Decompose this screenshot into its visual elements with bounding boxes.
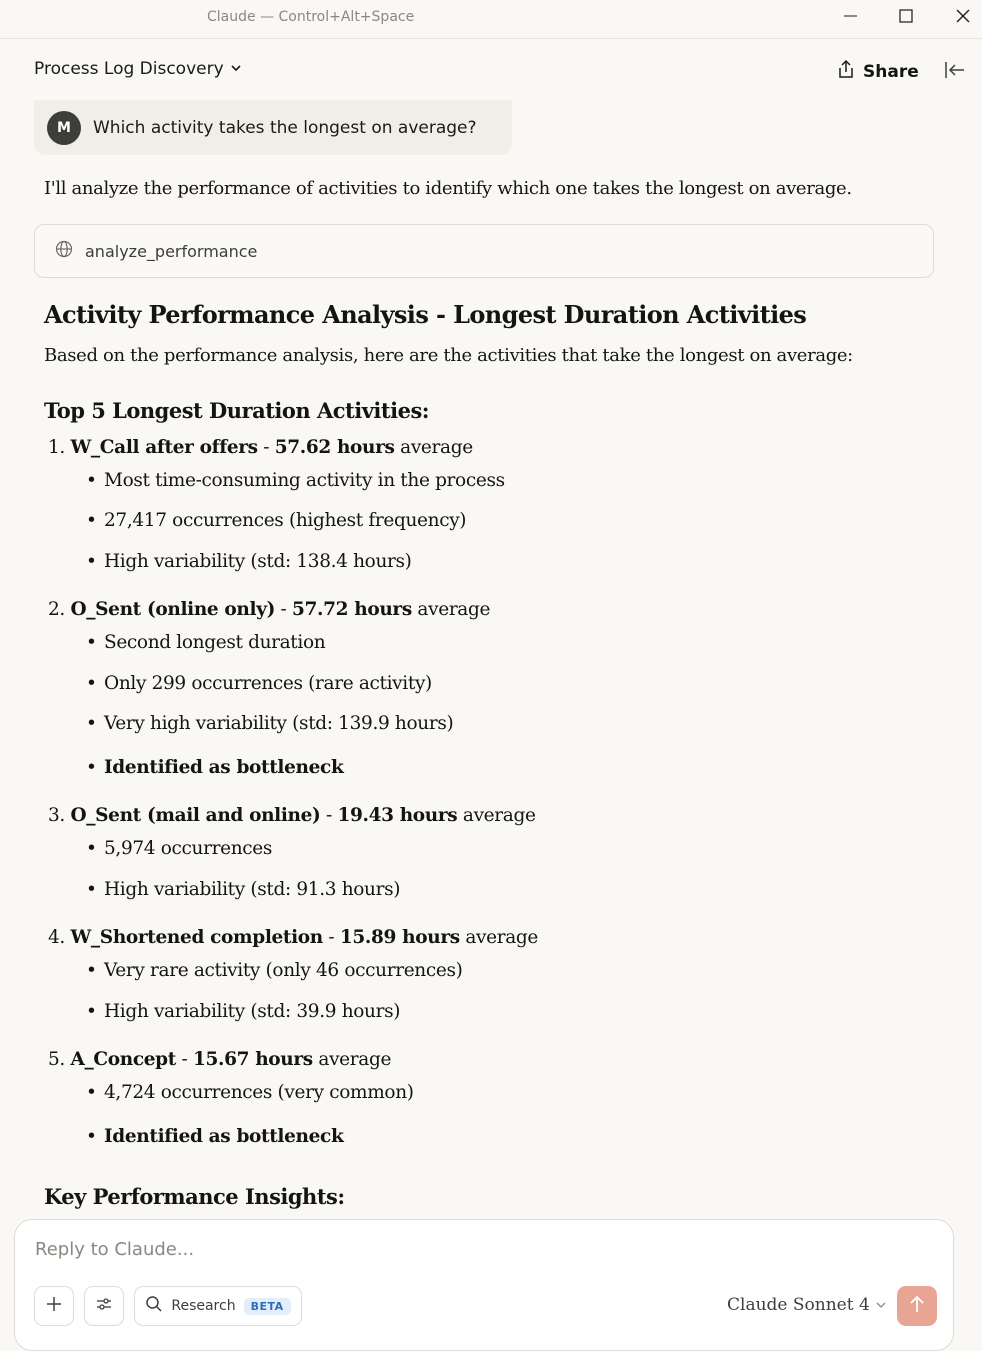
next-heading: Key Performance Insights: <box>44 1184 345 1209</box>
separator: - <box>175 1049 193 1070</box>
duration-suffix: average <box>394 437 473 458</box>
share-label: Share <box>863 61 919 82</box>
add-attachment-button[interactable] <box>34 1286 74 1326</box>
chevron-down-icon <box>876 1295 886 1315</box>
tools-settings-button[interactable] <box>84 1286 124 1326</box>
search-icon <box>145 1295 163 1317</box>
chat-header: Process Log Discovery Share <box>0 39 982 101</box>
bullet-text: Second longest duration <box>104 632 326 653</box>
list-bullet: 27,417 occurrences (highest frequency) <box>86 510 467 531</box>
list-item: 1. W_Call after offers - 57.62 hours ave… <box>48 437 473 458</box>
reply-composer: Research BETA Claude Sonnet 4 <box>14 1219 954 1351</box>
bullet-text: Most time-consuming activity in the proc… <box>104 470 505 491</box>
duration-suffix: average <box>312 1049 392 1070</box>
activity-duration: 15.67 hours <box>192 1049 313 1070</box>
bullet-text: Very high variability (std: 139.9 hours) <box>104 713 454 734</box>
list-item: 3. O_Sent (mail and online) - 19.43 hour… <box>48 805 536 826</box>
list-item: 4. W_Shortened completion - 15.89 hours … <box>48 927 538 948</box>
bullet-text: Identified as bottleneck <box>104 1126 344 1147</box>
model-label: Claude Sonnet 4 <box>727 1295 870 1315</box>
activity-duration: 15.89 hours <box>339 927 460 948</box>
chevron-down-icon <box>230 59 242 79</box>
separator: - <box>322 927 340 948</box>
activity-duration: 19.43 hours <box>337 805 458 826</box>
list-bullet: 5,974 occurrences <box>86 838 273 859</box>
activity-name: W_Shortened completion <box>70 927 323 948</box>
tool-name: analyze_performance <box>85 241 258 261</box>
collapse-sidebar-icon[interactable] <box>944 60 966 84</box>
globe-icon <box>55 240 73 262</box>
item-number: 5. <box>48 1049 65 1070</box>
bullet-text: 4,724 occurrences (very common) <box>104 1082 414 1103</box>
tool-call-card[interactable]: analyze_performance <box>34 224 934 278</box>
activity-name: O_Sent (mail and online) <box>70 805 321 826</box>
item-number: 2. <box>48 599 65 620</box>
list-item: 5. A_Concept - 15.67 hours average <box>48 1049 391 1070</box>
model-selector[interactable]: Claude Sonnet 4 <box>727 1295 886 1315</box>
bullet-text: High variability (std: 91.3 hours) <box>104 879 401 900</box>
bullet-text: 5,974 occurrences <box>104 838 273 859</box>
plus-icon <box>46 1296 62 1316</box>
send-button[interactable] <box>897 1286 937 1326</box>
list-bullet: Only 299 occurrences (rare activity) <box>86 673 432 694</box>
project-title-dropdown[interactable]: Process Log Discovery <box>34 59 242 79</box>
reply-input[interactable] <box>33 1238 917 1261</box>
bullet-text: Identified as bottleneck <box>104 757 344 778</box>
user-message: M Which activity takes the longest on av… <box>34 100 512 155</box>
list-bullet-bottleneck: Identified as bottleneck <box>86 757 344 778</box>
minimize-icon[interactable] <box>838 6 862 30</box>
research-label: Research <box>171 1298 236 1314</box>
response-paragraph: Based on the performance analysis, here … <box>44 345 853 366</box>
list-bullet-bottleneck: Identified as bottleneck <box>86 1126 344 1147</box>
bullet-text: Very rare activity (only 46 occurrences) <box>104 960 463 981</box>
window-title: Claude — Control+Alt+Space <box>207 9 415 25</box>
maximize-icon[interactable] <box>894 6 918 30</box>
activity-name: A_Concept <box>70 1049 176 1070</box>
share-button[interactable]: Share <box>837 59 919 84</box>
user-message-text: Which activity takes the longest on aver… <box>93 117 477 138</box>
arrow-up-icon <box>909 1295 925 1317</box>
bullet-text: High variability (std: 138.4 hours) <box>104 551 412 572</box>
duration-suffix: average <box>459 927 538 948</box>
separator: - <box>275 599 292 620</box>
activity-name: O_Sent (online only) <box>70 599 275 620</box>
activity-duration: 57.72 hours <box>291 599 412 620</box>
list-bullet: Second longest duration <box>86 632 326 653</box>
sliders-icon <box>95 1296 113 1316</box>
avatar: M <box>47 110 81 145</box>
list-bullet: Most time-consuming activity in the proc… <box>86 470 505 491</box>
research-button[interactable]: Research BETA <box>134 1286 302 1326</box>
bullet-text: 27,417 occurrences (highest frequency) <box>104 510 467 531</box>
item-number: 3. <box>48 805 65 826</box>
response-subheading: Top 5 Longest Duration Activities: <box>44 398 430 423</box>
close-icon[interactable] <box>951 6 975 30</box>
conversation[interactable]: M Which activity takes the longest on av… <box>0 100 982 1218</box>
item-number: 1. <box>48 437 65 458</box>
bullet-text: High variability (std: 39.9 hours) <box>104 1001 401 1022</box>
list-bullet: Very rare activity (only 46 occurrences) <box>86 960 463 981</box>
window-titlebar: Claude — Control+Alt+Space <box>0 0 982 39</box>
response-heading: Activity Performance Analysis - Longest … <box>44 300 807 329</box>
list-bullet: 4,724 occurrences (very common) <box>86 1082 414 1103</box>
duration-suffix: average <box>457 805 536 826</box>
share-icon <box>837 59 855 84</box>
list-item: 2. O_Sent (online only) - 57.72 hours av… <box>48 599 490 620</box>
list-bullet: Very high variability (std: 139.9 hours) <box>86 713 454 734</box>
list-bullet: High variability (std: 138.4 hours) <box>86 551 412 572</box>
item-number: 4. <box>48 927 65 948</box>
activity-duration: 57.62 hours <box>274 437 395 458</box>
response-intro: I'll analyze the performance of activiti… <box>44 178 852 199</box>
duration-suffix: average <box>411 599 491 620</box>
separator: - <box>320 805 338 826</box>
bullet-text: Only 299 occurrences (rare activity) <box>104 673 432 694</box>
list-bullet: High variability (std: 91.3 hours) <box>86 879 401 900</box>
project-title: Process Log Discovery <box>34 59 224 79</box>
activity-name: W_Call after offers <box>70 437 258 458</box>
list-bullet: High variability (std: 39.9 hours) <box>86 1001 401 1022</box>
beta-badge: BETA <box>243 1297 291 1315</box>
separator: - <box>257 437 275 458</box>
